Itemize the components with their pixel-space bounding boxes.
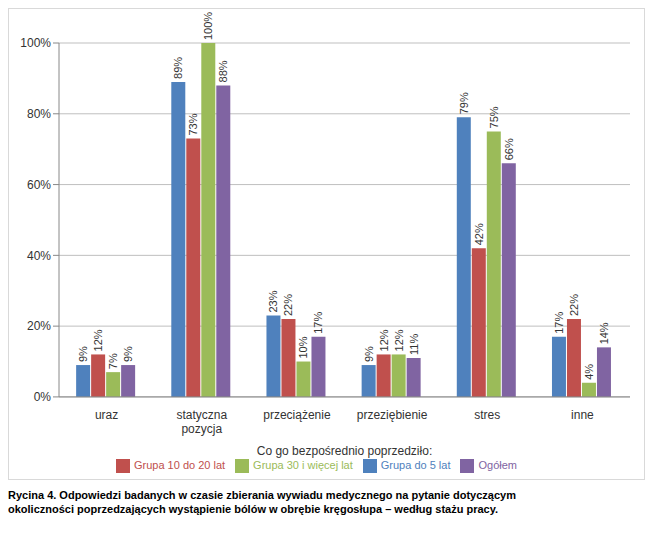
svg-text:9%: 9% [122, 346, 134, 362]
svg-text:Co go bezpośrednio poprzedziło: Co go bezpośrednio poprzedziło: [257, 444, 432, 458]
svg-text:66%: 66% [503, 138, 515, 160]
svg-text:89%: 89% [172, 57, 184, 79]
svg-text:79%: 79% [458, 92, 470, 114]
svg-text:pozycja: pozycja [181, 422, 222, 436]
svg-text:75%: 75% [488, 106, 500, 128]
svg-text:14%: 14% [598, 322, 610, 344]
svg-text:22%: 22% [282, 294, 294, 316]
html-text:okoliczności poprzedzających w: okoliczności poprzedzających wystąpienie… [8, 503, 498, 515]
svg-text:60%: 60% [27, 178, 51, 192]
svg-text:4%: 4% [583, 364, 595, 380]
svg-text:88%: 88% [217, 60, 229, 82]
svg-text:12%: 12% [378, 329, 390, 351]
svg-text:42%: 42% [473, 223, 485, 245]
svg-text:80%: 80% [27, 107, 51, 121]
svg-text:7%: 7% [107, 353, 119, 369]
svg-text:22%: 22% [568, 294, 580, 316]
svg-text:23%: 23% [267, 290, 279, 312]
html-text:Grupa do 5 lat: Grupa do 5 lat [380, 458, 451, 471]
svg-text:statyczna: statyczna [176, 408, 227, 422]
svg-text:17%: 17% [312, 312, 324, 334]
svg-text:uraz: uraz [95, 408, 118, 422]
svg-text:12%: 12% [393, 329, 405, 351]
html-text:Ogółem: Ogółem [478, 458, 517, 471]
svg-text:100%: 100% [202, 12, 214, 40]
svg-text:przeziębienie: przeziębienie [357, 408, 428, 422]
svg-text:przeciążenie: przeciążenie [263, 408, 331, 422]
svg-text:11%: 11% [408, 334, 420, 355]
svg-text:10%: 10% [297, 336, 309, 358]
svg-text:100%: 100% [20, 36, 51, 50]
svg-text:0%: 0% [34, 390, 52, 404]
svg-text:40%: 40% [27, 249, 51, 263]
svg-text:inne: inne [571, 408, 594, 422]
html-text:Grupa 30 i więcej lat: Grupa 30 i więcej lat [253, 458, 353, 471]
svg-text:20%: 20% [27, 319, 51, 333]
html-text:Grupa 10 do 20 lat: Grupa 10 do 20 lat [134, 458, 226, 471]
svg-text:12%: 12% [92, 329, 104, 351]
svg-text:73%: 73% [187, 113, 199, 135]
html-text:Rycina 4. Odpowiedzi badanych: Rycina 4. Odpowiedzi badanych w czasie z… [8, 489, 516, 501]
svg-text:9%: 9% [363, 346, 375, 362]
svg-text:9%: 9% [77, 346, 89, 362]
svg-text:17%: 17% [553, 312, 565, 334]
svg-text:stres: stres [474, 408, 500, 422]
